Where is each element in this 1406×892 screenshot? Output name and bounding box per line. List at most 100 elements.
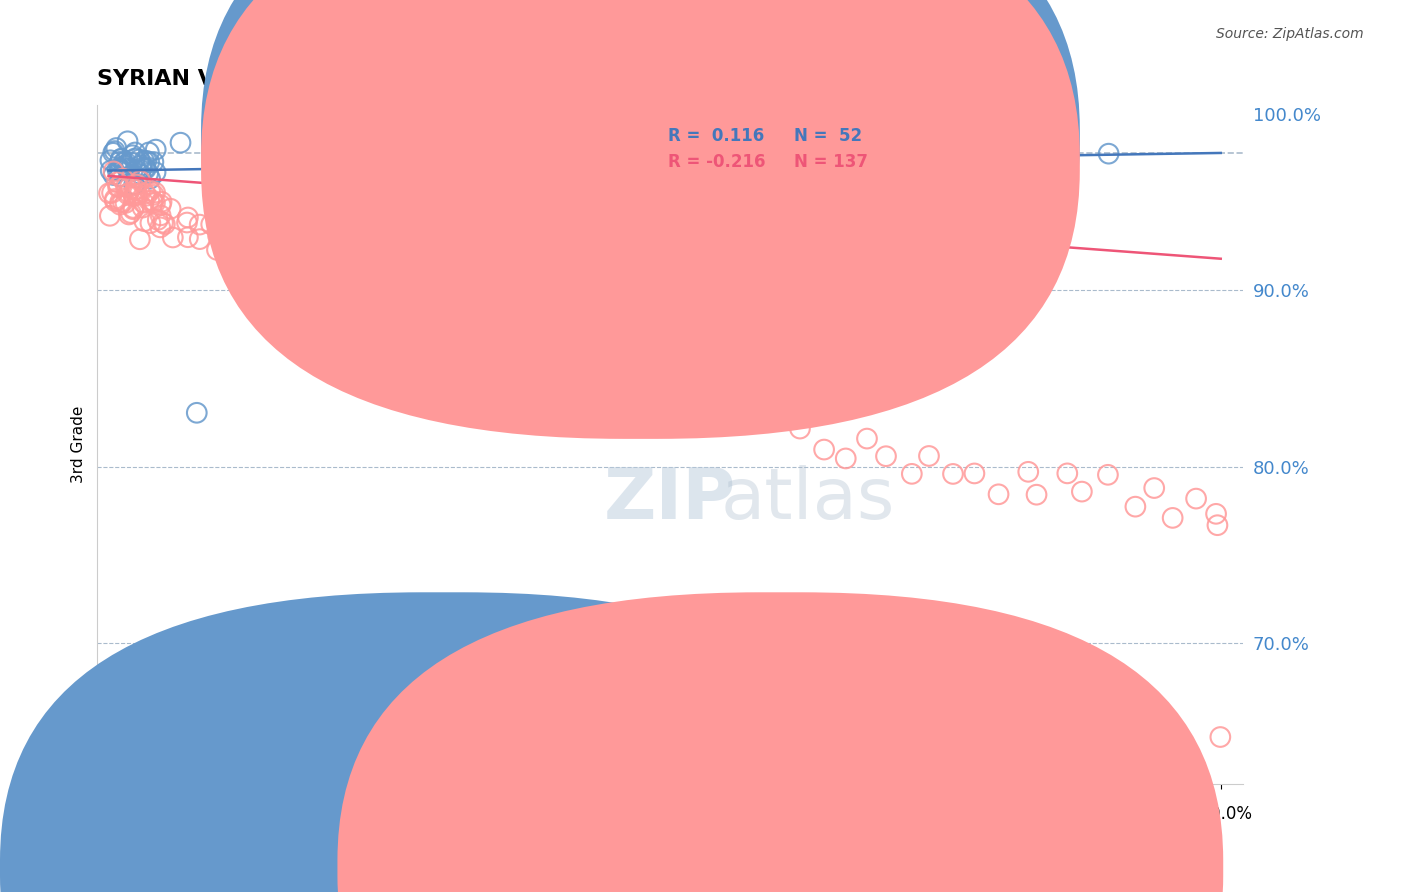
Point <box>108 161 131 176</box>
Point <box>120 206 142 220</box>
Point <box>188 218 211 232</box>
Point <box>107 180 129 194</box>
Point <box>110 153 132 167</box>
Point <box>721 341 744 355</box>
Point <box>1056 467 1078 481</box>
Point <box>138 155 160 169</box>
Point <box>122 201 145 215</box>
Point <box>105 175 128 189</box>
Point <box>789 421 811 435</box>
Point <box>98 186 121 201</box>
Point <box>104 144 127 158</box>
Point <box>322 147 344 161</box>
Point <box>131 161 153 175</box>
Point <box>104 194 127 208</box>
Point <box>122 202 145 217</box>
Point <box>875 449 897 463</box>
Point <box>876 153 898 167</box>
Point <box>114 196 136 211</box>
Point <box>108 197 131 211</box>
Point <box>263 151 285 165</box>
Point <box>125 183 148 197</box>
Point <box>108 163 131 178</box>
Point <box>124 152 146 166</box>
Point <box>153 217 176 231</box>
Point <box>129 167 152 181</box>
Point <box>538 286 561 301</box>
Point <box>135 153 157 168</box>
Point <box>149 220 172 235</box>
Point <box>1185 491 1208 506</box>
Point <box>222 244 245 258</box>
Point <box>1161 511 1184 525</box>
Point <box>186 406 208 420</box>
Point <box>135 161 157 176</box>
Point <box>152 216 174 230</box>
Point <box>399 253 422 268</box>
Point <box>176 215 198 229</box>
Point <box>1017 465 1039 479</box>
Point <box>169 136 191 150</box>
Point <box>634 310 657 325</box>
Point <box>389 277 412 292</box>
Point <box>117 187 139 202</box>
Point <box>918 449 941 463</box>
Point <box>648 315 671 329</box>
Point <box>243 239 266 253</box>
Point <box>118 207 141 221</box>
Text: R = -0.216: R = -0.216 <box>668 153 765 171</box>
Point <box>1025 488 1047 502</box>
Point <box>366 244 388 258</box>
Point <box>134 214 156 228</box>
Point <box>987 487 1010 501</box>
Point <box>139 184 162 198</box>
Point <box>127 187 149 202</box>
Point <box>132 153 155 168</box>
Point <box>142 155 165 169</box>
Text: SYRIAN VS IMMIGRANTS FROM MEXICO 3RD GRADE CORRELATION CHART: SYRIAN VS IMMIGRANTS FROM MEXICO 3RD GRA… <box>97 69 1015 88</box>
Point <box>162 230 184 244</box>
Point <box>650 148 672 162</box>
Point <box>1205 507 1227 521</box>
Point <box>284 258 307 272</box>
Text: N =  52: N = 52 <box>794 127 862 145</box>
Point <box>108 195 131 210</box>
Point <box>98 209 121 223</box>
Text: atlas: atlas <box>720 465 894 533</box>
Point <box>350 276 373 290</box>
Point <box>302 251 325 265</box>
Point <box>200 217 222 231</box>
Point <box>264 251 287 265</box>
Point <box>177 211 200 225</box>
Point <box>114 154 136 169</box>
Point <box>115 180 138 194</box>
Text: Immigrants from Mexico: Immigrants from Mexico <box>785 856 987 874</box>
Point <box>145 143 167 157</box>
Point <box>149 198 172 212</box>
Point <box>138 145 160 160</box>
Point <box>813 442 835 457</box>
Text: R =  0.116: R = 0.116 <box>668 127 763 145</box>
Point <box>778 352 800 367</box>
Point <box>135 188 157 202</box>
Point <box>131 201 153 215</box>
Point <box>226 225 249 239</box>
Point <box>110 152 132 166</box>
Point <box>125 178 148 192</box>
Point <box>942 467 965 481</box>
Point <box>1143 481 1166 495</box>
Point <box>506 291 529 305</box>
Point <box>374 260 396 274</box>
Point <box>139 171 162 186</box>
Point <box>963 467 986 481</box>
Point <box>276 243 298 257</box>
Point <box>101 186 124 200</box>
Point <box>488 150 510 164</box>
Point <box>142 187 165 202</box>
Point <box>418 287 440 301</box>
Point <box>121 155 143 169</box>
Point <box>129 174 152 188</box>
Text: ZIP: ZIP <box>605 465 737 533</box>
Point <box>108 169 131 184</box>
Point <box>456 276 478 290</box>
